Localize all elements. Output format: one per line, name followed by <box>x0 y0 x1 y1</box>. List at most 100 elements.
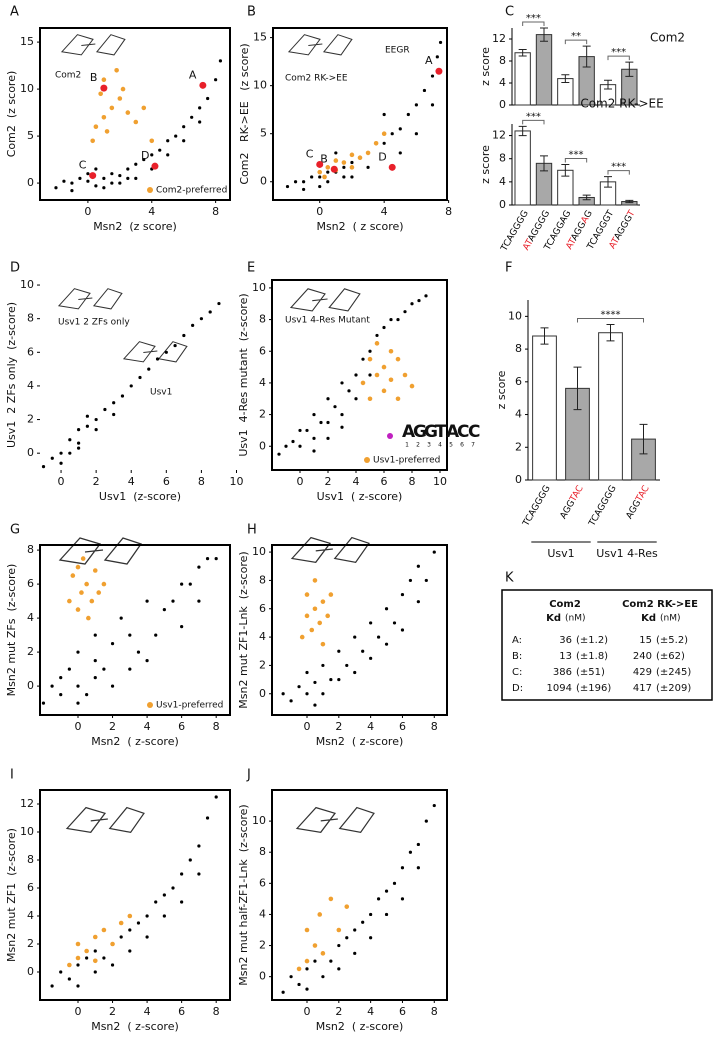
y-tick-label: 4 <box>27 611 34 624</box>
annotation: Usv1 4-Res Mutant <box>285 316 370 326</box>
point-label: D <box>378 150 386 163</box>
chart-title: Com2 <box>650 31 685 45</box>
data-point <box>84 948 89 954</box>
panel-letter: A <box>10 5 19 20</box>
table-cell: (±196) <box>576 683 611 694</box>
panel-letter: K <box>505 571 514 586</box>
point-label: C <box>79 159 87 172</box>
cartoon <box>58 288 123 310</box>
data-point <box>408 578 413 583</box>
data-point <box>354 397 358 401</box>
data-point <box>128 928 132 932</box>
data-point <box>344 904 350 909</box>
data-point <box>214 557 218 561</box>
logo-position: 7 <box>471 442 475 449</box>
data-point <box>180 872 184 876</box>
x-tick-label: 2 <box>335 1005 342 1018</box>
legend-marker <box>364 457 370 463</box>
data-point <box>289 699 293 703</box>
data-point <box>400 866 405 870</box>
data-point <box>98 91 103 97</box>
table-cell: (±5.2) <box>656 635 688 646</box>
bar <box>535 34 553 106</box>
data-point <box>392 881 397 885</box>
y-axis-label: z score <box>495 370 508 409</box>
y-tick-label: 4 <box>499 175 506 188</box>
x-tick-label: 0 <box>58 475 65 488</box>
data-point <box>281 990 285 994</box>
data-point <box>214 78 218 82</box>
data-point <box>410 302 414 306</box>
x-tick-label: 8 <box>445 205 452 218</box>
error-bar <box>604 176 612 188</box>
x-tick-label: 6 <box>163 475 170 488</box>
data-point <box>180 900 184 904</box>
data-point <box>76 428 81 432</box>
data-point <box>166 153 170 157</box>
data-point <box>134 162 138 166</box>
x-tick-label: 4 <box>144 1005 151 1018</box>
data-point <box>309 627 315 633</box>
y-tick-label: 2 <box>259 939 266 952</box>
data-point <box>89 172 97 180</box>
error-bar <box>518 48 527 57</box>
data-point <box>76 701 80 705</box>
y-tick-label: 8 <box>259 573 266 586</box>
data-point <box>86 172 90 176</box>
data-point <box>110 941 115 947</box>
data-point <box>110 684 115 688</box>
chart-title: Com2 RK->EE <box>580 97 663 111</box>
y-tick-label: 8 <box>499 152 506 165</box>
x-tick-label: 0 <box>304 1005 311 1018</box>
logo-position: 5 <box>449 442 453 449</box>
table-cell: 429 <box>633 667 652 678</box>
table-cell: (±1.8) <box>576 651 608 662</box>
label-part: T <box>625 208 637 219</box>
data-point <box>374 372 380 378</box>
y-tick-label: 8 <box>515 342 522 355</box>
frame <box>271 544 448 716</box>
legend-marker <box>147 702 153 708</box>
y-tick-label: 0 <box>499 198 506 211</box>
data-point <box>78 176 82 180</box>
data-point <box>128 633 132 637</box>
data-point <box>345 936 349 940</box>
data-point <box>326 180 330 184</box>
data-point <box>388 163 396 171</box>
y-axis-label: z score <box>479 145 492 184</box>
data-point <box>330 165 338 173</box>
x-tick-label: 4 <box>144 720 151 733</box>
error-bar <box>582 194 591 201</box>
data-point <box>381 388 387 394</box>
y-axis-label: Msn2 mut ZF1-Lnk (z-score) <box>237 551 250 708</box>
cartoon <box>59 537 142 565</box>
data-point <box>100 84 108 92</box>
data-point <box>164 350 168 354</box>
data-point <box>154 633 158 637</box>
y-tick-label: 10 <box>252 814 266 827</box>
table-cell: 13 <box>559 651 572 662</box>
table-header-unit-label: Kd <box>546 613 561 624</box>
data-point <box>79 590 84 595</box>
y-tick-label: 5 <box>260 127 267 140</box>
data-point <box>112 412 116 417</box>
data-point <box>199 81 207 89</box>
data-point <box>93 676 97 680</box>
logo-letter: G <box>424 422 438 442</box>
data-point <box>281 692 285 696</box>
logo-letter: A <box>446 422 460 442</box>
annotation: Com2 RK->EE <box>285 74 348 84</box>
data-point <box>93 633 97 637</box>
logo-letter: G <box>413 422 427 442</box>
group-label: Usv1 4-Res <box>596 547 658 560</box>
significance-label: **** <box>601 310 621 321</box>
x-tick-label: 2 <box>325 475 332 488</box>
data-point <box>416 564 420 568</box>
x-tick-label: 0 <box>316 205 323 218</box>
data-point <box>171 886 175 890</box>
data-point <box>388 348 394 354</box>
data-point <box>365 150 371 156</box>
data-point <box>369 621 373 625</box>
data-point <box>435 55 439 59</box>
table-cell: A: <box>512 635 522 646</box>
